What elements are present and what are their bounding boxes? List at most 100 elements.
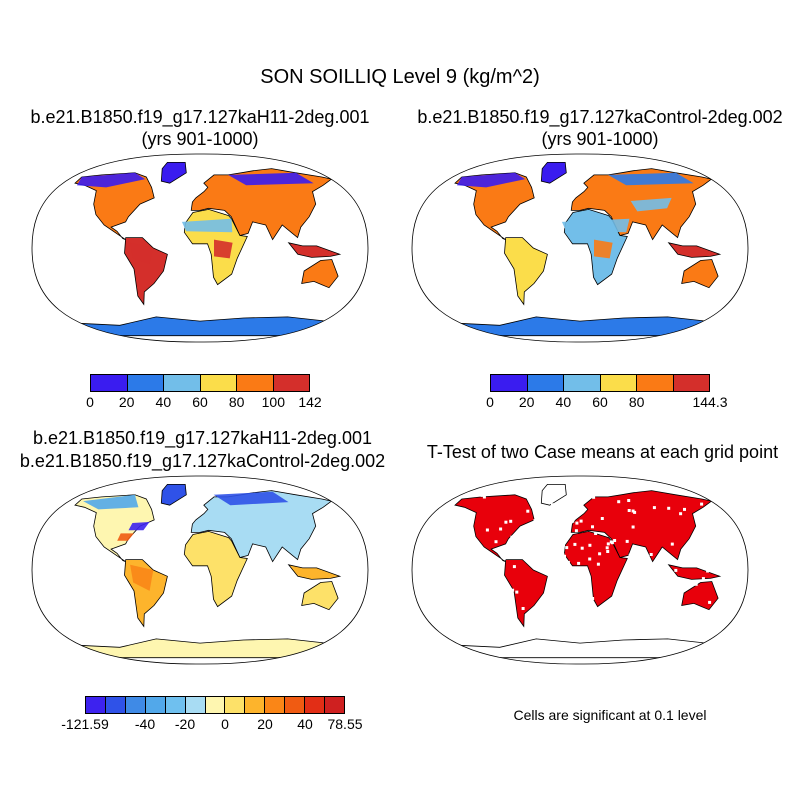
non-significant-cell [566,560,570,564]
colorbar-tick-label: 80 [228,394,245,410]
landmass-north-america [454,172,535,240]
non-significant-cell [578,495,582,499]
field-region [456,172,526,188]
colorbar-top-left [90,374,310,392]
non-significant-cell [667,581,671,584]
non-significant-cell [606,614,610,618]
non-significant-cell [633,510,637,514]
landmass-indonesia [287,564,342,580]
landmass-africa [183,530,248,608]
non-significant-cell [606,542,610,546]
colorbar-tick-label: 60 [192,394,208,410]
non-significant-cell [561,538,565,541]
field-region [594,239,613,259]
non-significant-cell [567,614,571,618]
non-significant-cell [551,518,555,521]
non-significant-cell [485,574,489,578]
non-significant-cell [561,598,565,601]
non-significant-cell [440,539,444,543]
colorbar-tick-label: 0 [221,716,229,732]
landmass-north-america [454,494,535,562]
non-significant-cell [490,557,493,561]
non-significant-cell [482,495,486,499]
panel-subtitle-top-right: (yrs 901-1000) [541,129,659,149]
non-significant-cell [524,491,528,495]
non-significant-cell [510,535,514,539]
non-significant-cell [717,555,721,559]
non-significant-cell [674,568,678,572]
landmass-antarctica [456,316,708,337]
non-significant-cell [721,561,725,565]
non-significant-cell [627,509,631,512]
colorbar-tick-label: 20 [118,394,135,410]
colorbar-tick-label: 0 [486,394,494,410]
non-significant-cell [555,560,559,564]
map-panel-top-left [31,153,369,343]
non-significant-cell [444,542,448,546]
colorbar-tick-label: -121.59 [61,716,109,732]
landmass-indonesia [667,242,722,258]
non-significant-cell [652,506,656,510]
non-significant-cell [580,546,584,550]
non-significant-cell [565,601,568,605]
non-significant-cell [588,543,592,547]
non-significant-cell [551,503,554,507]
colorbar-swatch [164,375,201,391]
non-significant-cell [480,493,484,497]
non-significant-cell [547,493,550,497]
colorbar-swatch [673,375,709,391]
non-significant-cell [591,525,594,529]
non-significant-cell [656,609,660,613]
colorbar-tick-label: 40 [555,394,572,410]
non-significant-cell [694,582,698,586]
map-panel-top-right [411,153,749,343]
non-significant-cell [499,570,502,574]
non-significant-cell [561,553,565,557]
field-region [83,494,139,510]
colorbar-swatch [165,697,186,713]
non-significant-cell [533,519,537,523]
non-significant-cell [696,612,700,616]
landmass-australia [681,581,719,611]
colorbar-swatch [205,697,226,713]
non-significant-cell [645,572,649,576]
non-significant-cell [631,525,635,529]
non-significant-cell [566,602,570,606]
landmass-australia [301,259,339,289]
non-significant-cell [687,614,691,618]
colorbar-bottom-left [85,696,345,714]
non-significant-cell [445,537,449,540]
non-significant-cell [574,529,578,533]
colorbar-tick-label: 78.55 [327,716,363,732]
non-significant-cell [445,534,449,538]
colorbar-swatch [325,697,344,713]
colorbar-tick-label: 80 [628,394,645,410]
non-significant-cell [617,500,621,504]
non-significant-cell [696,533,700,537]
non-significant-cell [466,605,470,609]
non-significant-cell [609,540,613,544]
landmass-africa [563,530,628,608]
map-outline [411,475,749,665]
non-significant-cell [577,561,581,565]
colorbar-swatch [105,697,126,713]
non-significant-cell [563,519,567,523]
non-significant-cell [667,506,671,510]
non-significant-cell [494,540,498,544]
colorbar-tick-label: 100 [261,394,286,410]
colorbar-swatch [564,375,601,391]
colorbar-tick-label: 40 [297,716,313,732]
non-significant-cell [467,539,471,543]
colorbar-swatch [86,697,106,713]
colorbar-swatch [145,697,166,713]
panel-subtitle-top-left: (yrs 901-1000) [141,129,259,149]
colorbar-tick-label: 40 [155,394,172,410]
non-significant-cell [701,577,705,581]
non-significant-cell [448,585,452,589]
landmass-australia [301,581,339,611]
non-significant-cell [708,600,712,604]
non-significant-cell [530,532,534,536]
colorbar-swatch [273,375,309,391]
colorbar-swatch [245,697,266,713]
non-significant-cell [454,491,458,495]
